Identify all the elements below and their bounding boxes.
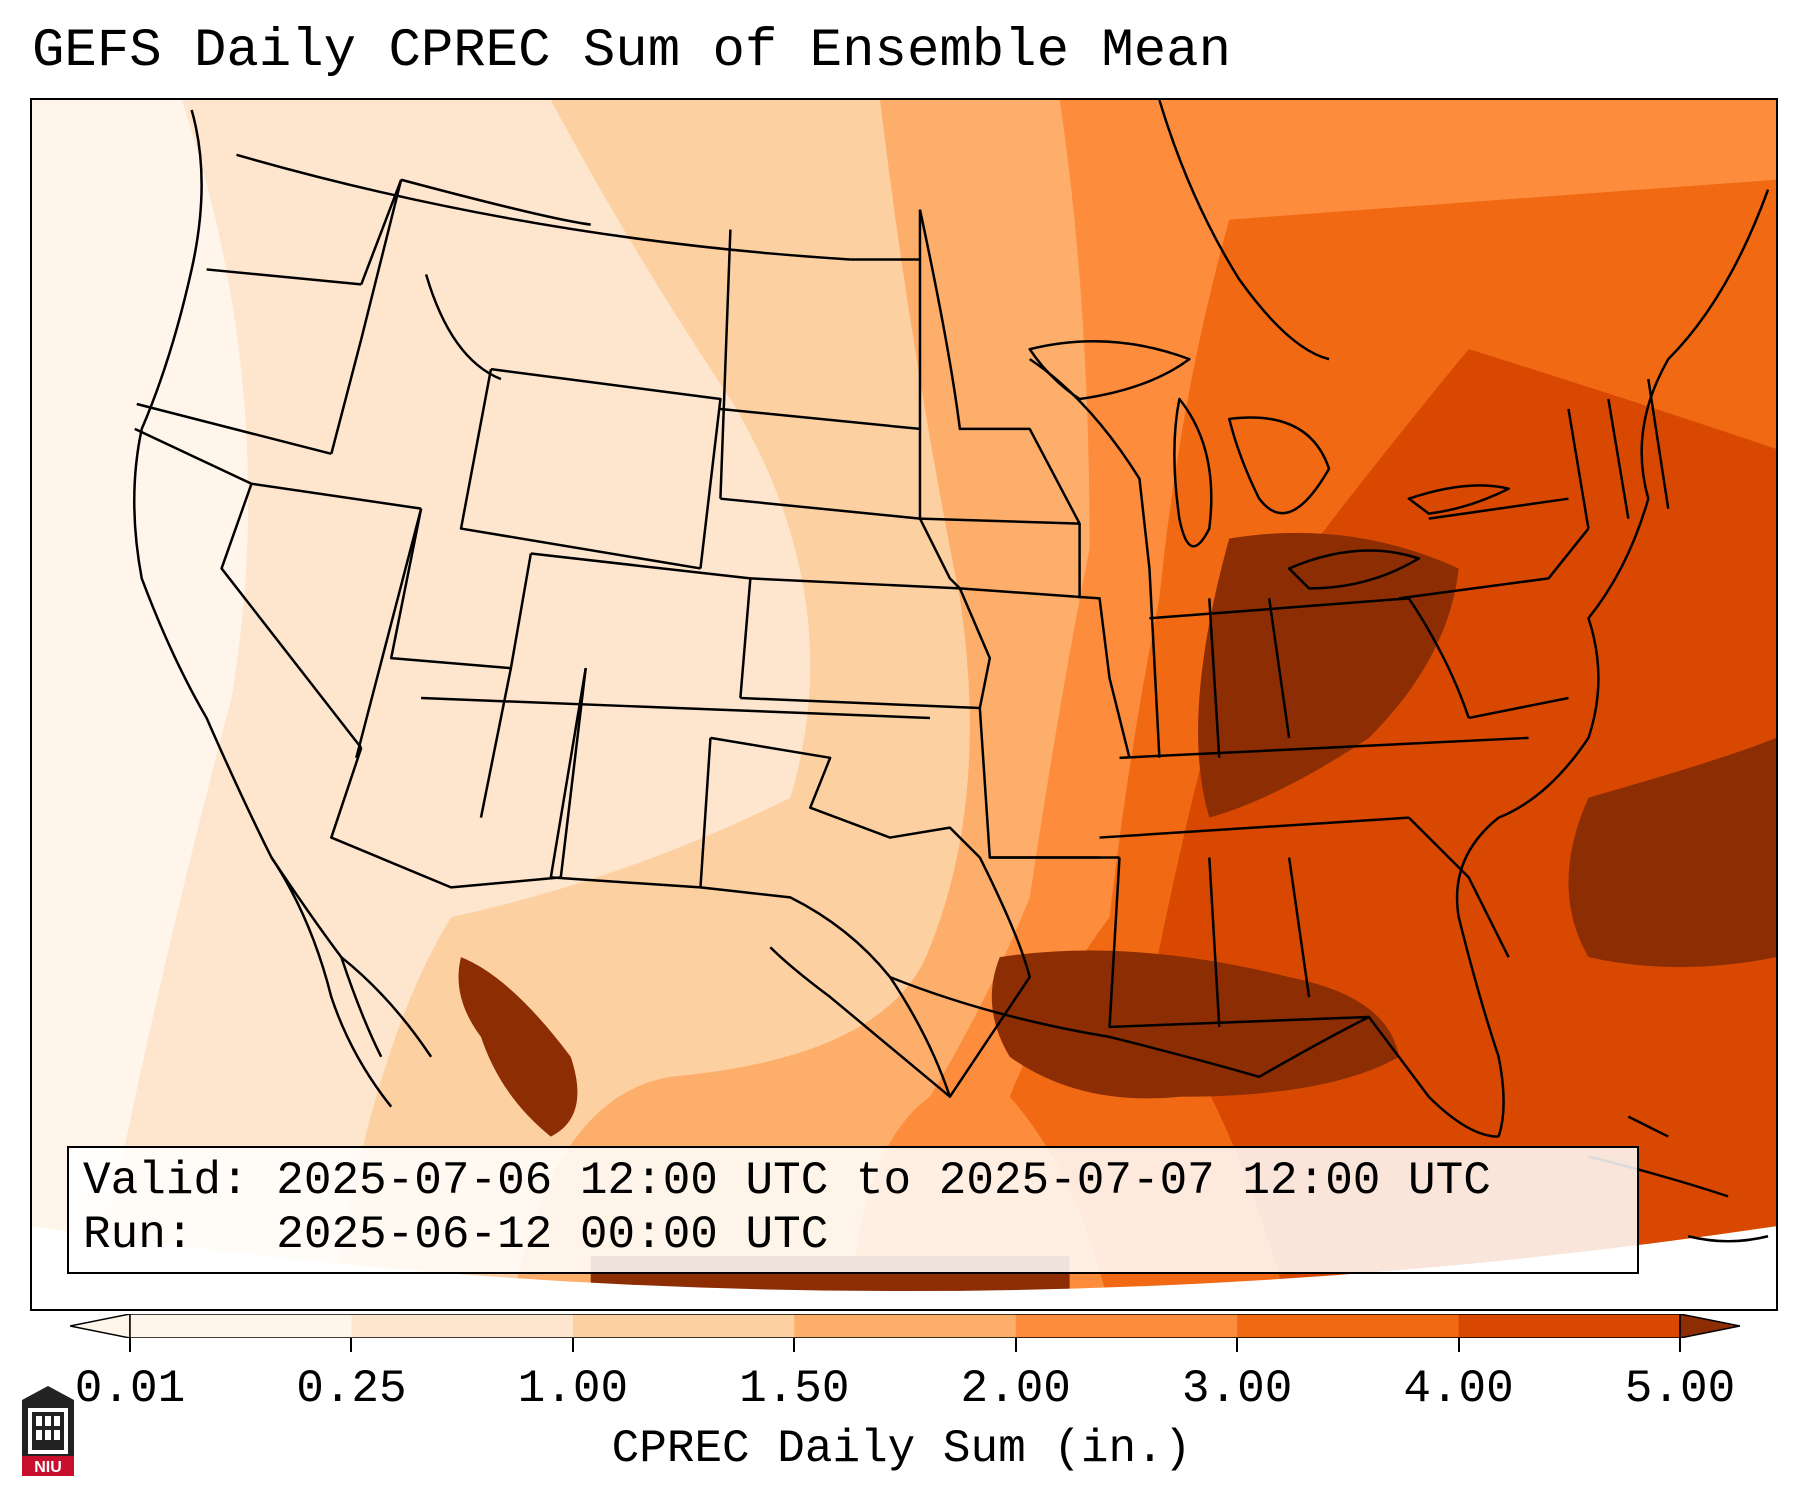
colorbar-tick-label: 2.00 <box>960 1363 1071 1415</box>
precipitation-map <box>32 100 1776 1309</box>
precip-band-5.00-east <box>1198 532 1459 818</box>
precip-band-5.00-mexico <box>458 957 578 1137</box>
colorbar-segment <box>1458 1314 1681 1338</box>
colorbar-tick-label: 0.25 <box>296 1363 407 1415</box>
colorbar-tick-label: 4.00 <box>1403 1363 1514 1415</box>
colorbar <box>70 1314 1740 1338</box>
colorbar-tick-label: 0.01 <box>74 1363 186 1415</box>
colorbar-tick-mark <box>1014 1338 1017 1352</box>
colorbar-tick-mark <box>1236 1338 1239 1352</box>
colorbar-tick-mark <box>350 1338 353 1352</box>
colorbar-tick-label: 3.00 <box>1181 1363 1293 1415</box>
colorbar-tick-mark <box>129 1338 131 1352</box>
page-title: GEFS Daily CPREC Sum of Ensemble Mean <box>32 21 1231 82</box>
colorbar-tick-label: 1.50 <box>739 1363 850 1415</box>
colorbar-tick-label: 5.00 <box>1624 1363 1736 1415</box>
colorbar-extend-max <box>1679 1314 1740 1338</box>
colorbar-segment <box>1237 1314 1460 1338</box>
colorbar-tick-mark <box>793 1338 796 1352</box>
precip-shading <box>32 100 1776 1309</box>
colorbar-segment <box>1015 1314 1238 1338</box>
projection-edge-white <box>32 1226 1776 1309</box>
colorbar-segment <box>572 1314 795 1338</box>
colorbar-segment <box>351 1314 574 1338</box>
colorbar-tick-label: 1.00 <box>517 1363 629 1415</box>
niu-logo-text: NIU <box>34 1459 62 1476</box>
map-frame: Valid: 2025-07-06 12:00 UTC to 2025-07-0… <box>30 98 1778 1311</box>
precip-band-5.00-atlantic <box>1568 737 1776 968</box>
colorbar-outline <box>129 1314 1681 1338</box>
colorbar-tick-mark <box>1457 1338 1460 1352</box>
run-time-label: Run: 2025-06-12 00:00 UTC <box>83 1209 829 1261</box>
colorbar-segment <box>794 1314 1017 1338</box>
state-boundaries <box>133 100 1770 1138</box>
info-box: Valid: 2025-07-06 12:00 UTC to 2025-07-0… <box>67 1146 1639 1274</box>
colorbar-label: CPREC Daily Sum (in.) <box>611 1423 1192 1475</box>
colorbar-extend-min <box>70 1314 131 1338</box>
niu-logo: NIU <box>22 1386 74 1476</box>
colorbar-tick-mark <box>571 1338 574 1352</box>
valid-time-label: Valid: 2025-07-06 12:00 UTC to 2025-07-0… <box>83 1155 1491 1207</box>
colorbar-segment <box>130 1314 352 1338</box>
colorbar-tick-mark <box>1679 1338 1681 1352</box>
